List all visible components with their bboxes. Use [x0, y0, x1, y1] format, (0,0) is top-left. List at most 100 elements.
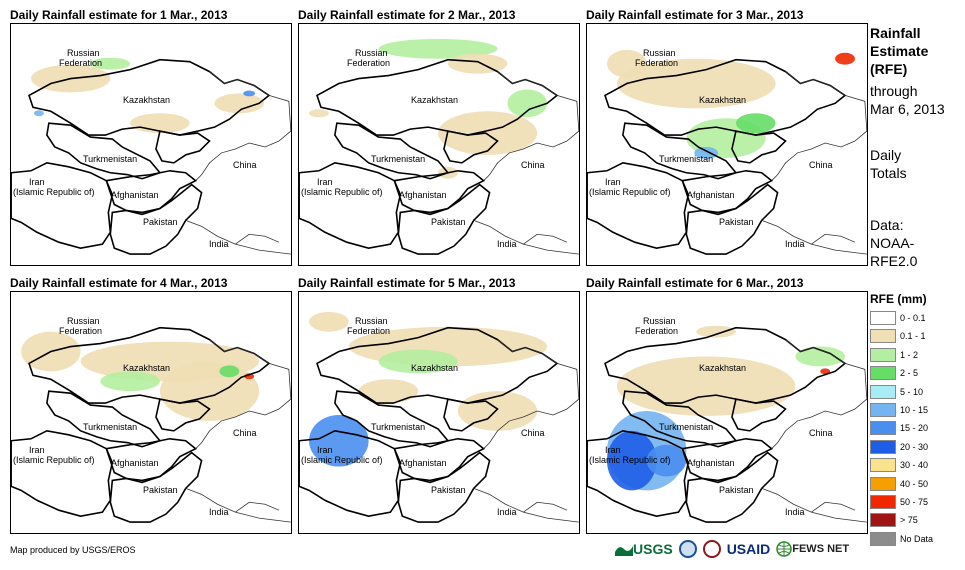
- country-border: [443, 130, 499, 164]
- country-border: [604, 58, 847, 136]
- rainfall-map: Russian Federation Kazakhstan Turkmenistan I…: [10, 291, 292, 534]
- panel-title: Daily Rainfall estimate for 1 Mar., 2013: [10, 8, 228, 22]
- country-border: [587, 162, 690, 249]
- country-label-iran-1: Iran: [317, 177, 333, 187]
- legend-swatch: [870, 347, 896, 362]
- country-label-china: China: [233, 428, 257, 438]
- country-label-kazakhstan: Kazakhstan: [699, 95, 747, 105]
- legend-label: 20 - 30: [900, 441, 929, 452]
- country-label-kazakhstan: Kazakhstan: [699, 363, 747, 373]
- rainfall-area: [696, 325, 736, 338]
- country-border: [155, 398, 211, 432]
- country-border: [316, 326, 559, 404]
- legend-swatch: [870, 329, 896, 344]
- country-border: [195, 71, 291, 181]
- rfe-title-3: (RFE): [870, 61, 908, 77]
- rainfall-area: [90, 57, 131, 70]
- country-border: [299, 430, 402, 517]
- country-border: [731, 130, 787, 164]
- country-border: [731, 398, 787, 432]
- country-border: [109, 451, 203, 523]
- country-label-china: China: [521, 160, 545, 170]
- country-border: [811, 501, 856, 513]
- country-border: [46, 122, 162, 180]
- rainfall-map: Russian Federation Kazakhstan Turkmenistan I…: [586, 23, 868, 266]
- map-graphic: [587, 49, 867, 255]
- country-label-kazakhstan: Kazakhstan: [411, 95, 459, 105]
- rainfall-area: [606, 49, 647, 78]
- country-label-turkmenistan: Turkmenistan: [659, 422, 714, 432]
- country-border: [28, 326, 271, 404]
- rainfall-area: [835, 52, 855, 65]
- legend-item: 1 - 2: [870, 347, 918, 363]
- legend-label: 15 - 20: [900, 423, 929, 434]
- rainfall-area: [646, 444, 687, 477]
- country-label-china: China: [809, 428, 833, 438]
- country-label-iran-1: Iran: [317, 445, 333, 455]
- legend-item: > 75: [870, 512, 918, 528]
- rainfall-area: [358, 379, 419, 404]
- country-label-russia-2: Federation: [347, 326, 391, 336]
- legend-label: > 75: [900, 515, 918, 526]
- rainfall-area: [309, 311, 349, 332]
- country-border: [185, 487, 291, 523]
- rainfall-panel-1: Daily Rainfall estimate for 1 Mar., 2013…: [10, 8, 292, 266]
- country-label-afghanistan: Afghanistan: [399, 458, 447, 468]
- country-label-russia-1: Russian: [67, 48, 100, 58]
- country-label-pakistan: Pakistan: [719, 217, 754, 227]
- country-label-russia-2: Federation: [635, 58, 679, 68]
- country-label-iran-2: (Islamic Republic of): [13, 455, 95, 465]
- rainfall-area: [795, 346, 846, 367]
- legend-swatch: [870, 421, 896, 436]
- noaa-logo-icon: [678, 540, 697, 558]
- usgs-logo: USGS: [615, 541, 673, 557]
- country-label-russia-1: Russian: [643, 316, 676, 326]
- fews-net-text: FEWS NET: [792, 543, 850, 555]
- rainfall-area: [33, 110, 44, 117]
- rainfall-area: [219, 365, 240, 378]
- country-border: [761, 487, 867, 523]
- legend-label: 2 - 5: [900, 368, 919, 379]
- rainfall-area: [130, 113, 190, 134]
- country-border: [622, 390, 738, 448]
- country-label-russia-1: Russian: [67, 316, 100, 326]
- daily-label-1: Daily: [870, 147, 902, 163]
- country-label-iran-1: Iran: [29, 445, 45, 455]
- rainfall-area: [378, 349, 458, 374]
- legend-item: 10 - 15: [870, 402, 928, 418]
- credit-text: Map produced by USGS/EROS: [10, 545, 136, 555]
- country-border: [681, 437, 774, 482]
- rainfall-area: [309, 109, 329, 118]
- country-label-kazakhstan: Kazakhstan: [411, 363, 459, 373]
- country-border: [393, 437, 486, 482]
- fews-net-logo: FEWS NET: [776, 541, 849, 557]
- country-label-iran-2: (Islamic Republic of): [301, 455, 383, 465]
- legend-item: 15 - 20: [870, 420, 928, 436]
- country-border: [811, 233, 856, 245]
- legend-label: 1 - 2: [900, 349, 919, 360]
- rainfall-map: Russian Federation Kazakhstan Turkmenistan I…: [586, 291, 868, 534]
- country-border: [473, 487, 579, 523]
- country-label-india: India: [497, 507, 517, 517]
- country-label-afghanistan: Afghanistan: [111, 190, 159, 200]
- rainfall-map: Russian Federation Kazakhstan Turkmenistan I…: [298, 291, 580, 534]
- country-label-iran-1: Iran: [29, 177, 45, 187]
- country-border: [397, 451, 491, 523]
- rainfall-area: [159, 361, 260, 421]
- legend-label: 40 - 50: [900, 478, 929, 489]
- country-label-russia-2: Federation: [635, 326, 679, 336]
- usgs-logo-text: USGS: [633, 541, 673, 557]
- country-label-pakistan: Pakistan: [143, 485, 178, 495]
- legend-swatch: [870, 513, 896, 528]
- country-label-russia-1: Russian: [355, 48, 388, 58]
- rainfall-panel-5: Daily Rainfall estimate for 5 Mar., 2013…: [298, 276, 580, 534]
- daily-label-2: Totals: [870, 165, 907, 181]
- country-label-china: China: [809, 160, 833, 170]
- legend-item: 2 - 5: [870, 365, 918, 381]
- legend-item: 20 - 30: [870, 439, 928, 455]
- country-label-afghanistan: Afghanistan: [111, 458, 159, 468]
- rainfall-panel-6: Daily Rainfall estimate for 6 Mar., 2013…: [586, 276, 868, 534]
- rainfall-map: Russian Federation Kazakhstan Turkmenistan I…: [10, 23, 292, 266]
- rainfall-area: [378, 38, 498, 59]
- legend-label: 30 - 40: [900, 460, 929, 471]
